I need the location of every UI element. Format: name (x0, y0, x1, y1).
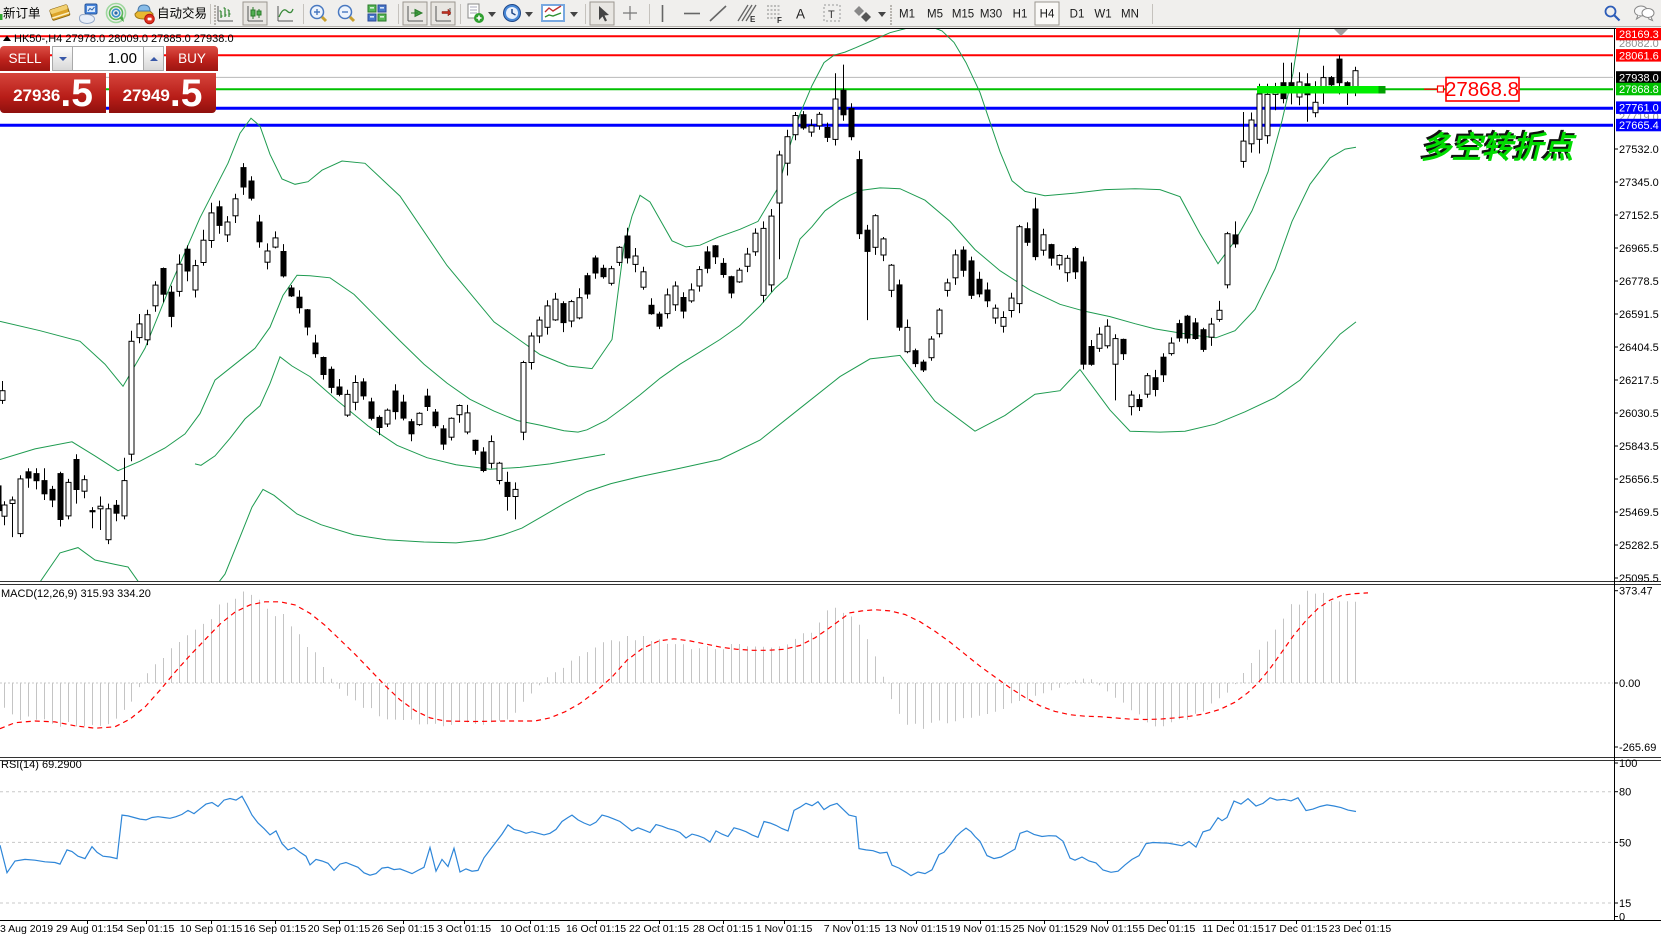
svg-text:M15: M15 (952, 9, 974, 21)
svg-text:26591.5: 26591.5 (1619, 309, 1659, 321)
svg-text:HK50-,H4 27978.0 28009.0 2788: HK50-,H4 27978.0 28009.0 27885.0 27938.0 (14, 33, 234, 45)
svg-text:7 Nov 01:15: 7 Nov 01:15 (824, 923, 881, 935)
svg-text:27761.0: 27761.0 (1619, 103, 1659, 115)
svg-text:26965.5: 26965.5 (1619, 243, 1659, 255)
svg-text:0.00: 0.00 (1619, 678, 1640, 690)
svg-text:0: 0 (1619, 912, 1625, 924)
svg-text:26778.5: 26778.5 (1619, 276, 1659, 288)
svg-text:16 Sep 01:15: 16 Sep 01:15 (244, 923, 307, 935)
svg-text:100: 100 (1619, 758, 1637, 770)
svg-text:27665.4: 27665.4 (1619, 120, 1659, 132)
svg-text:29 Aug 01:15: 29 Aug 01:15 (56, 923, 118, 935)
svg-text:M30: M30 (980, 9, 1002, 21)
svg-text:F: F (777, 16, 782, 25)
svg-text:1 Nov 01:15: 1 Nov 01:15 (756, 923, 813, 935)
svg-text:5 Dec 01:15: 5 Dec 01:15 (1139, 923, 1196, 935)
svg-text:50: 50 (1619, 837, 1631, 849)
svg-text:29 Nov 01:15: 29 Nov 01:15 (1076, 923, 1139, 935)
svg-text:D1: D1 (1070, 9, 1085, 21)
svg-text:10 Sep 01:15: 10 Sep 01:15 (180, 923, 243, 935)
svg-text:25656.5: 25656.5 (1619, 474, 1659, 486)
svg-text:26030.5: 26030.5 (1619, 408, 1659, 420)
svg-text:A: A (796, 7, 805, 22)
svg-text:25469.5: 25469.5 (1619, 507, 1659, 519)
svg-text:3 Oct 01:15: 3 Oct 01:15 (437, 923, 491, 935)
svg-text:10 Oct 01:15: 10 Oct 01:15 (500, 923, 560, 935)
svg-text:15: 15 (1619, 898, 1631, 910)
svg-text:M5: M5 (927, 9, 943, 21)
svg-text:3 Aug 2019: 3 Aug 2019 (0, 923, 53, 935)
svg-text:27152.5: 27152.5 (1619, 210, 1659, 222)
svg-text:27868.8: 27868.8 (1445, 78, 1519, 101)
svg-text:27868.8: 27868.8 (1619, 84, 1659, 96)
svg-text:13 Nov 01:15: 13 Nov 01:15 (885, 923, 948, 935)
svg-text:11 Dec 01:15: 11 Dec 01:15 (1202, 923, 1264, 935)
svg-text:23 Dec 01:15: 23 Dec 01:15 (1329, 923, 1392, 935)
svg-text:T: T (828, 9, 835, 21)
svg-text:多空转折点: 多空转折点 (1421, 131, 1577, 165)
svg-text:25282.5: 25282.5 (1619, 540, 1659, 552)
svg-text:27532.0: 27532.0 (1619, 144, 1659, 156)
svg-text:20 Sep 01:15: 20 Sep 01:15 (308, 923, 371, 935)
svg-text:4 Sep 01:15: 4 Sep 01:15 (118, 923, 175, 935)
svg-text:H4: H4 (1040, 9, 1055, 21)
svg-text:27345.0: 27345.0 (1619, 177, 1659, 189)
svg-text:28082.0: 28082.0 (1619, 38, 1659, 50)
svg-text:MACD(12,26,9) 315.93 334.20: MACD(12,26,9) 315.93 334.20 (1, 588, 151, 600)
svg-text:26404.5: 26404.5 (1619, 342, 1659, 354)
svg-text:26217.5: 26217.5 (1619, 375, 1659, 387)
svg-text:19 Nov 01:15: 19 Nov 01:15 (949, 923, 1012, 935)
svg-text:17 Dec 01:15: 17 Dec 01:15 (1265, 923, 1328, 935)
svg-text:25095.5: 25095.5 (1619, 573, 1659, 585)
svg-text:新订单: 新订单 (3, 6, 41, 21)
svg-text:-265.69: -265.69 (1619, 742, 1656, 754)
svg-text:MN: MN (1121, 9, 1139, 21)
svg-text:28061.6: 28061.6 (1619, 50, 1659, 62)
svg-text:RSI(14) 69.2900: RSI(14) 69.2900 (1, 759, 82, 771)
svg-text:27938.0: 27938.0 (1619, 72, 1659, 84)
svg-text:16 Oct 01:15: 16 Oct 01:15 (566, 923, 626, 935)
svg-text:25 Nov 01:15: 25 Nov 01:15 (1013, 923, 1076, 935)
svg-text:E: E (750, 15, 756, 24)
svg-text:373.47: 373.47 (1619, 586, 1653, 598)
svg-text:W1: W1 (1094, 9, 1111, 21)
svg-text:26 Sep 01:15: 26 Sep 01:15 (372, 923, 435, 935)
svg-text:H1: H1 (1013, 9, 1028, 21)
svg-text:M1: M1 (899, 9, 915, 21)
svg-text:25843.5: 25843.5 (1619, 441, 1659, 453)
svg-text:自动交易: 自动交易 (157, 6, 207, 21)
svg-text:28169.3: 28169.3 (1619, 29, 1659, 41)
svg-text:22 Oct 01:15: 22 Oct 01:15 (629, 923, 689, 935)
svg-text:28 Oct 01:15: 28 Oct 01:15 (693, 923, 753, 935)
svg-text:80: 80 (1619, 787, 1631, 799)
